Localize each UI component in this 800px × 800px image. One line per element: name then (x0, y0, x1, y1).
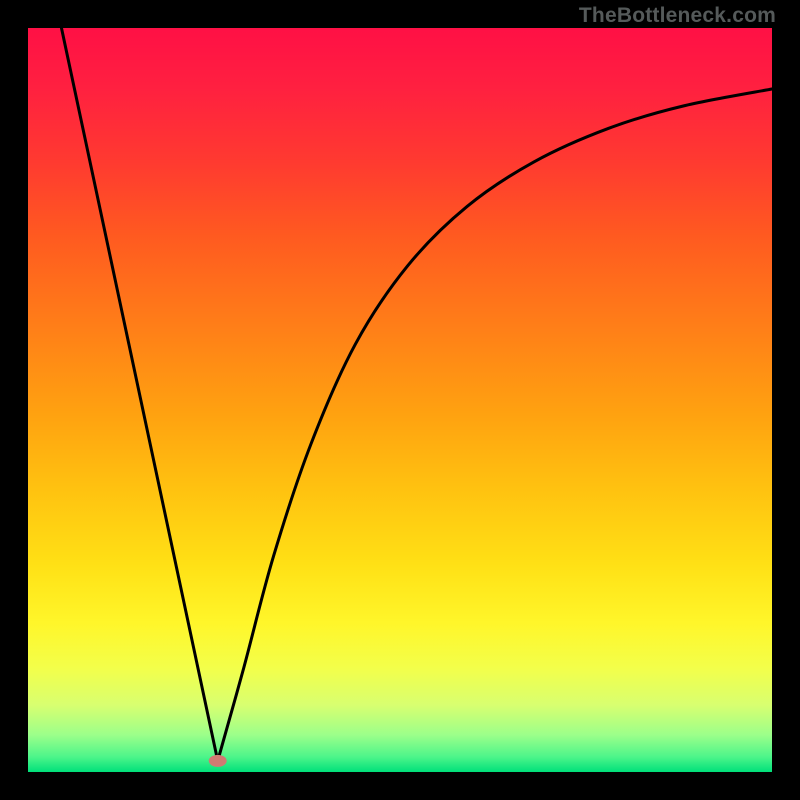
plot-area (28, 28, 772, 772)
watermark-text: TheBottleneck.com (579, 4, 776, 28)
curve-left-branch (61, 28, 217, 761)
chart-curve-layer (28, 28, 772, 772)
curve-right-branch (218, 89, 772, 761)
vertex-marker (209, 755, 227, 767)
